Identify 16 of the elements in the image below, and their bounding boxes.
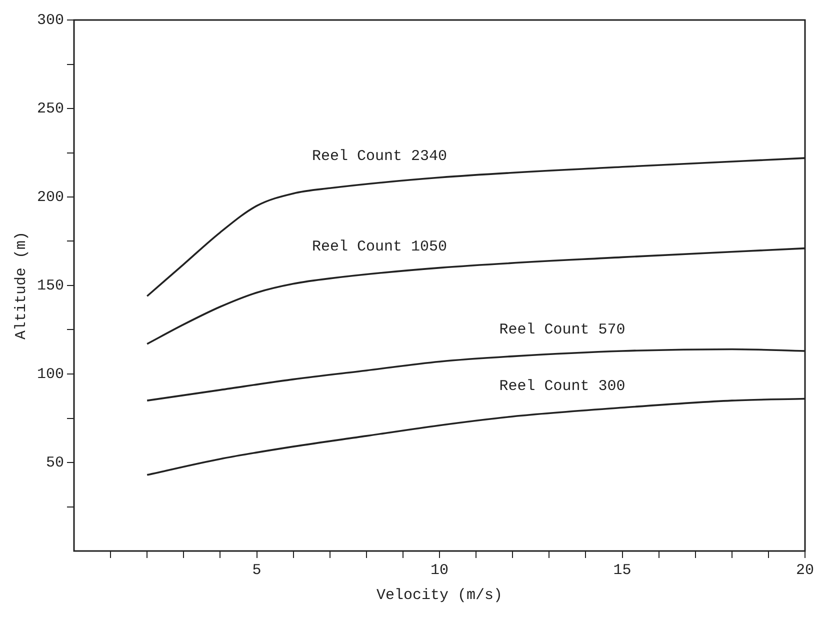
y-axis-title: Altitude (m) — [12, 231, 30, 340]
y-tick-label: 300 — [36, 12, 64, 29]
y-tick-label: 250 — [36, 100, 64, 118]
x-tick-label: 10 — [430, 562, 449, 579]
y-tick-label: 200 — [36, 188, 64, 206]
x-tick-label: 20 — [796, 562, 814, 579]
series-label: Reel Count 570 — [499, 321, 626, 338]
series-label: Reel Count 1050 — [312, 238, 448, 256]
x-tick-label: 15 — [613, 562, 632, 579]
series-label: Reel Count 2340 — [312, 148, 448, 165]
y-tick-label: 50 — [46, 454, 64, 472]
x-tick-label: 5 — [252, 562, 262, 579]
y-tick-label: 150 — [36, 277, 64, 294]
series-label: Reel Count 300 — [499, 378, 626, 396]
x-axis-title: Velocity (m/s) — [376, 586, 503, 604]
y-tick-label: 100 — [36, 366, 64, 383]
